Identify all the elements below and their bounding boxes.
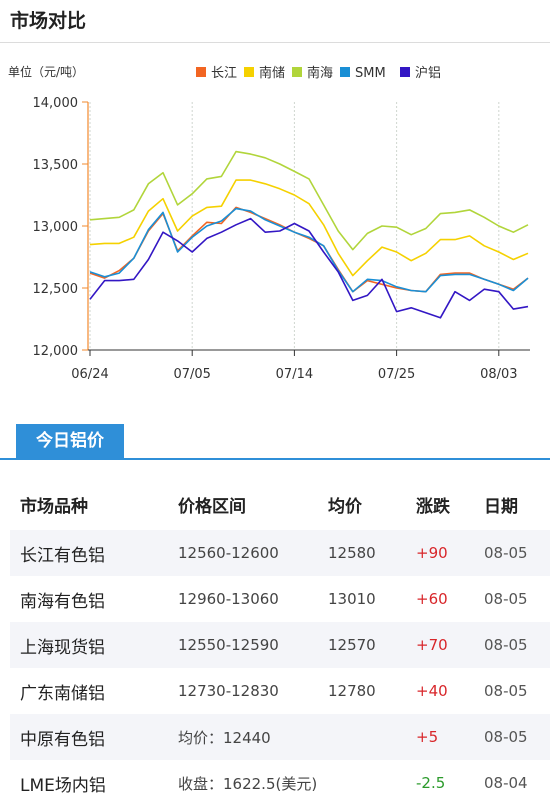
- legend-label: 南海: [307, 65, 333, 81]
- price-change: +70: [406, 622, 474, 668]
- market-name: LME场内铝: [20, 775, 106, 796]
- market-name: 广东南储铝: [20, 683, 105, 704]
- header-range: 价格区间: [178, 496, 246, 517]
- header-market: 市场品种: [20, 496, 88, 517]
- y-tick-label: 13,000: [33, 220, 79, 235]
- price-change: -2.5: [416, 774, 446, 792]
- price-date: 08-05: [484, 682, 528, 700]
- legend-swatch: [196, 67, 206, 77]
- avg-price: 12780: [328, 682, 376, 700]
- header-avg: 均价: [328, 496, 362, 517]
- legend-label: 南储: [259, 65, 285, 81]
- price-change: +40: [416, 682, 448, 700]
- y-tick-label: 13,500: [33, 158, 79, 173]
- y-tick-label: 12,500: [33, 282, 79, 297]
- legend-label: SMM: [355, 66, 386, 81]
- price-date: 08-04: [484, 774, 528, 792]
- x-tick-label: 07/25: [378, 367, 415, 382]
- x-tick-label: 07/14: [276, 367, 313, 382]
- y-tick-label: 12,000: [33, 344, 79, 359]
- table-row: 中原有色铝 均价：12440 +5 08-05: [10, 714, 550, 760]
- header-change: 涨跌: [416, 496, 450, 517]
- today-price-banner: 今日铝价: [16, 424, 124, 458]
- avg-price: 12580: [318, 530, 406, 576]
- price-date: 08-05: [474, 622, 550, 668]
- market-name: 中原有色铝: [10, 714, 168, 760]
- banner-divider: [0, 458, 550, 460]
- market-name: 南海有色铝: [20, 591, 105, 612]
- series-line-南海: [89, 150, 529, 251]
- table-row: LME场内铝 收盘：1622.5(美元) -2.5 08-04: [10, 760, 550, 806]
- header-date: 日期: [484, 496, 518, 517]
- legend-label: 沪铝: [415, 65, 441, 81]
- x-tick-label: 08/03: [480, 367, 517, 382]
- price-range: 12550-12590: [168, 622, 318, 668]
- series-line-沪铝: [89, 217, 529, 319]
- legend-label: 长江: [211, 66, 237, 81]
- table-row: 长江有色铝 12560-12600 12580 +90 08-05: [10, 530, 550, 576]
- x-tick-label: 06/24: [71, 367, 108, 382]
- market-name: 长江有色铝: [10, 530, 168, 576]
- avg-price: 12570: [318, 622, 406, 668]
- page-header: 市场对比: [0, 0, 550, 43]
- price-change: +5: [406, 714, 474, 760]
- price-range: 均价：12440: [168, 714, 318, 760]
- table-row: 上海现货铝 12550-12590 12570 +70 08-05: [10, 622, 550, 668]
- table-row: 广东南储铝 12730-12830 12780 +40 08-05: [10, 668, 550, 714]
- legend-swatch: [340, 67, 350, 77]
- avg-price: 13010: [328, 590, 376, 608]
- price-range: 12960-13060: [178, 590, 279, 608]
- price-range: 收盘：1622.5(美元): [178, 774, 318, 793]
- price-range: 12560-12600: [168, 530, 318, 576]
- avg-price: [318, 760, 406, 806]
- table-row: 南海有色铝 12960-13060 13010 +60 08-05: [10, 576, 550, 622]
- x-tick-label: 07/05: [173, 367, 210, 382]
- market-name: 上海现货铝: [10, 622, 168, 668]
- price-range: 12730-12830: [178, 682, 279, 700]
- series-line-SMM: [89, 207, 529, 293]
- y-tick-label: 14,000: [33, 96, 79, 111]
- price-date: 08-05: [484, 590, 528, 608]
- y-axis-label: 单位（元/吨）: [8, 64, 84, 79]
- legend-swatch: [400, 67, 410, 77]
- page-title: 市场对比: [10, 10, 87, 32]
- price-change: +60: [416, 590, 448, 608]
- table-header-row: 市场品种 价格区间 均价 涨跌 日期: [10, 478, 550, 530]
- price-date: 08-05: [474, 530, 550, 576]
- price-change: +90: [406, 530, 474, 576]
- avg-price: [318, 714, 406, 760]
- legend-swatch: [244, 67, 254, 77]
- price-date: 08-05: [474, 714, 550, 760]
- legend-swatch: [292, 67, 302, 77]
- price-table: 市场品种 价格区间 均价 涨跌 日期 长江有色铝 12560-12600 125…: [10, 478, 550, 806]
- price-line-chart: 单位（元/吨） 长江 南储 南海 SMM 沪铝 12,000 12,500 13,000 13,5…: [8, 64, 530, 382]
- series-line-南储: [89, 179, 529, 277]
